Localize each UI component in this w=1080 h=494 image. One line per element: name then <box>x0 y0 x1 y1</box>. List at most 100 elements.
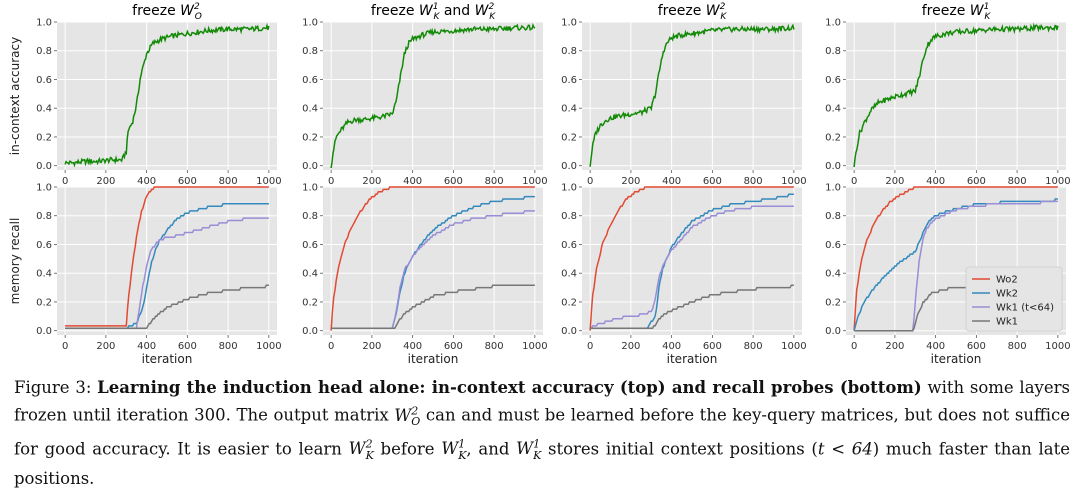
x-tick-label: 200 <box>621 341 640 352</box>
x-tick-label: 1000 <box>522 341 547 352</box>
x-tick-label: 800 <box>219 341 238 352</box>
x-tick-label: 800 <box>219 176 238 187</box>
plot-area <box>846 22 1066 170</box>
y-tick-label: 0.6 <box>825 240 841 251</box>
series-line-wk1-t-64- <box>590 205 794 330</box>
panel-title: freeze W1 K and W2 K <box>371 2 496 22</box>
x-tick-label: 600 <box>967 341 986 352</box>
panel-title: freeze W2 O <box>132 2 202 22</box>
y-tick-label: 1.0 <box>825 18 841 29</box>
plot-area <box>57 22 277 170</box>
series-line-accuracy <box>64 22 270 168</box>
panel-bottom-0: 0 200 400 600 800 1000 0.0 0.2 0.4 0.6 0.8 1.0 memor… <box>8 183 282 367</box>
series-line-wo2 <box>65 186 269 327</box>
panel-top-3: 0 200 400 600 800 1000 0.0 0.2 0.4 0.6 0.8 1.0 freez… <box>825 2 1070 187</box>
figure-caption: Figure 3: Learning the induction head al… <box>14 376 1070 490</box>
x-tick-label: 0 <box>587 341 593 352</box>
y-tick-label: 0.6 <box>561 75 577 86</box>
series-line-wo2 <box>853 186 1058 331</box>
x-tick-label: 200 <box>885 176 904 187</box>
x-tick-label: 600 <box>444 341 463 352</box>
y-tick-label: 0.4 <box>302 269 318 280</box>
y-tick-label: 0.0 <box>561 326 577 337</box>
y-tick-label: 0.2 <box>302 132 318 143</box>
y-tick-label: 1.0 <box>36 183 52 194</box>
x-tick-label: 0 <box>328 176 334 187</box>
x-tick-label: 0 <box>62 176 68 187</box>
panel-title: freeze W1 K <box>922 2 992 22</box>
x-axis-label: iteration <box>667 352 718 366</box>
x-tick-label: 400 <box>662 176 681 187</box>
x-tick-label: 800 <box>1008 341 1027 352</box>
y-tick-label: 0.0 <box>825 326 841 337</box>
x-tick-label: 400 <box>926 341 945 352</box>
x-tick-label: 800 <box>744 341 763 352</box>
x-tick-label: 800 <box>744 176 763 187</box>
y-axis-label: in-context accuracy <box>8 37 22 155</box>
y-tick-label: 0.8 <box>825 46 841 57</box>
y-tick-label: 0.4 <box>561 269 577 280</box>
caption-prefix: Figure 3: <box>14 378 98 397</box>
y-tick-label: 0.8 <box>825 211 841 222</box>
series-line-wk2 <box>853 198 1058 331</box>
y-tick-label: 0.4 <box>561 104 577 115</box>
x-tick-label: 1000 <box>781 341 806 352</box>
y-tick-label: 0.0 <box>302 161 318 172</box>
x-tick-label: 600 <box>703 341 722 352</box>
caption-math-wo2: W2O <box>394 404 421 428</box>
panel-title: freeze W2 K <box>658 2 728 22</box>
x-tick-label: 200 <box>885 341 904 352</box>
figure-grid: 0 200 400 600 800 1000 0.0 0.2 0.4 0.6 0.8 1.0 freez… <box>8 2 1071 367</box>
y-tick-label: 0.6 <box>302 75 318 86</box>
y-tick-label: 0.2 <box>561 297 577 308</box>
y-tick-label: 0.8 <box>561 46 577 57</box>
panel-top-0: 0 200 400 600 800 1000 0.0 0.2 0.4 0.6 0.8 1.0 freez… <box>8 2 282 187</box>
x-tick-label: 0 <box>851 176 857 187</box>
x-tick-label: 0 <box>587 176 593 187</box>
y-tick-label: 0.4 <box>302 104 318 115</box>
y-tick-label: 1.0 <box>561 18 577 29</box>
x-tick-label: 400 <box>137 341 156 352</box>
series-line-accuracy <box>330 22 536 169</box>
series-line-wk1 <box>65 284 269 330</box>
series-line-wo2 <box>330 186 535 331</box>
y-tick-label: 0.6 <box>36 240 52 251</box>
x-tick-label: 600 <box>703 176 722 187</box>
x-axis-label: iteration <box>931 352 982 366</box>
x-tick-label: 200 <box>362 341 381 352</box>
x-axis-label: iteration <box>408 352 459 366</box>
y-tick-label: 0.0 <box>36 326 52 337</box>
caption-math-wk2: W2K <box>348 437 374 462</box>
x-tick-label: 800 <box>1008 176 1027 187</box>
series-line-wo2 <box>589 186 794 331</box>
x-tick-label: 200 <box>362 176 381 187</box>
legend-label: Wk1 <box>996 317 1018 328</box>
y-tick-label: 0.4 <box>825 104 841 115</box>
x-tick-label: 1000 <box>781 176 806 187</box>
legend-box <box>965 266 1063 332</box>
y-tick-label: 0.8 <box>561 211 577 222</box>
y-tick-label: 1.0 <box>302 183 318 194</box>
panel-top-2: 0 200 400 600 800 1000 0.0 0.2 0.4 0.6 0.8 1.0 freez… <box>561 2 806 187</box>
x-tick-label: 200 <box>96 176 115 187</box>
y-tick-label: 0.0 <box>825 161 841 172</box>
y-tick-label: 0.4 <box>36 269 52 280</box>
y-tick-label: 0.2 <box>561 132 577 143</box>
x-tick-label: 1000 <box>256 176 281 187</box>
x-tick-label: 600 <box>178 176 197 187</box>
plot-area <box>57 187 277 335</box>
y-axis-label: memory recall <box>8 218 22 305</box>
x-tick-label: 400 <box>403 176 422 187</box>
x-tick-label: 800 <box>485 176 504 187</box>
y-tick-label: 0.6 <box>302 240 318 251</box>
x-tick-label: 0 <box>851 341 857 352</box>
panel-bottom-1: 0 200 400 600 800 1000 0.0 0.2 0.4 0.6 0.8 1.0 itera… <box>302 183 547 367</box>
plot-area <box>323 22 543 170</box>
x-tick-label: 600 <box>444 176 463 187</box>
x-tick-label: 400 <box>662 341 681 352</box>
y-tick-label: 0.6 <box>36 75 52 86</box>
x-tick-label: 600 <box>178 341 197 352</box>
y-tick-label: 1.0 <box>302 18 318 29</box>
panel-top-1: 0 200 400 600 800 1000 0.0 0.2 0.4 0.6 0.8 1.0 freez… <box>302 2 547 187</box>
y-tick-label: 0.4 <box>825 269 841 280</box>
